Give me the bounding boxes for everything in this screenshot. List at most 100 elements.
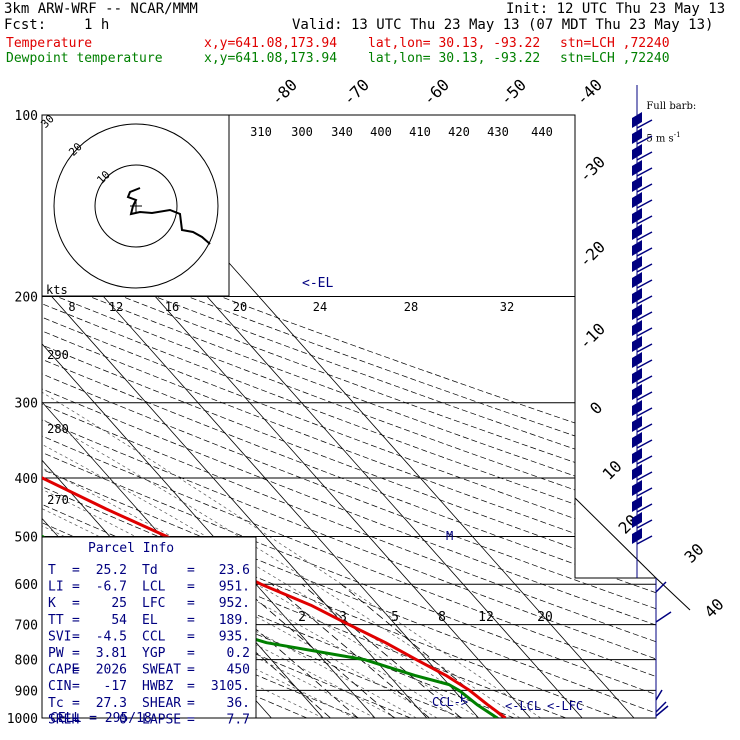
lfc-annotation: <-LFC: [547, 699, 583, 713]
low-wind-barb-1: [655, 611, 672, 623]
pressure-label-900: 900: [15, 684, 38, 699]
wind-barb-full: [636, 375, 653, 385]
temperature-legend-label: Temperature: [6, 36, 93, 51]
skew-edge-lower: [574, 497, 657, 579]
pressure-label-300: 300: [15, 397, 38, 412]
parcel-eq-left: =: [72, 679, 80, 694]
dry-adiabat-360: [42, 115, 656, 718]
dewpoint-legend-label: Dewpoint temperature: [6, 51, 163, 66]
parcel-value-right: 36.: [227, 696, 250, 711]
wind-barb-full: [636, 343, 653, 353]
wind-barb-full: [636, 407, 653, 417]
dry-adiabat-340: [42, 115, 656, 718]
parcel-key-left: TT: [48, 613, 64, 628]
parcel-eq-right: =: [187, 563, 195, 578]
parcel-value-left: 27.3: [96, 696, 127, 711]
wind-barb-pennant: [632, 368, 642, 384]
parcel-eq-right: =: [187, 712, 195, 727]
parcel-value-left: 0: [119, 712, 127, 727]
dry-adiabat-500: [42, 115, 656, 718]
parcel-key-left: K: [48, 596, 56, 611]
mixing-ratio-8: [271, 583, 430, 718]
mixing-ratio-label-5: 5: [391, 610, 399, 625]
barb-note-unit-exponent: -1: [673, 131, 681, 139]
parcel-value-right: 23.6: [219, 563, 250, 578]
theta-side-label-270: 270: [47, 493, 69, 507]
parcel-eq-left: =: [72, 613, 80, 628]
parcel-key-right: LCL: [142, 580, 166, 595]
wind-barb-pennant: [632, 448, 642, 464]
wind-barb-full: [636, 151, 653, 161]
theta-label-5: 420: [448, 125, 470, 139]
parcel-eq-right: =: [187, 613, 195, 628]
wind-barb-pennant: [632, 288, 642, 304]
wind-barb-pennant: [632, 176, 642, 192]
wind-barb-full: [636, 167, 653, 177]
parcel-eq-left: =: [72, 580, 80, 595]
barb-note-line1: Full barb:: [646, 101, 697, 112]
wind-barb-pennant: [632, 272, 642, 288]
isotherm--70: [0, 115, 12, 718]
wind-barb-pennant: [632, 208, 642, 224]
parcel-key-left: T: [48, 563, 56, 578]
wind-barb-full: [636, 311, 653, 321]
m-annotation: M: [446, 529, 453, 543]
wind-barb-full: [636, 327, 653, 337]
wind-barb-pennant: [632, 432, 642, 448]
wind-barb-pennant: [632, 528, 642, 544]
dry-adiabat-330: [42, 115, 656, 718]
theta-label-7: 440: [531, 125, 553, 139]
parcel-value-left: 25.2: [96, 563, 127, 578]
speed-scale-24: 24: [313, 300, 327, 314]
wind-barb-full: [636, 471, 653, 481]
wind-barb-full: [636, 455, 653, 465]
dry-adiabat-450: [42, 115, 656, 718]
wind-barb-full: [636, 135, 653, 145]
parcel-eq-left: =: [72, 712, 80, 727]
dry-adiabat-460: [42, 115, 656, 718]
isotherm-label--10: -10: [575, 319, 609, 353]
speed-scale-28: 28: [404, 300, 418, 314]
parcel-eq-left: =: [72, 596, 80, 611]
pressure-label-700: 700: [15, 619, 38, 634]
parcel-key-right: EL: [142, 613, 158, 628]
isotherm-label--40: -40: [572, 75, 606, 109]
parcel-eq-right: =: [187, 596, 195, 611]
hodo-ring-inner: [94, 164, 178, 248]
parcel-value-left: 3.81: [96, 646, 127, 661]
p-annotation: P: [460, 692, 467, 705]
dewpoint-legend-latlon: lat,lon= 30.13, -93.22: [368, 51, 541, 66]
dry-adiabat-270: [42, 115, 359, 718]
wind-barb-pennant: [632, 464, 642, 480]
skew-edge-upper: [655, 577, 691, 611]
isotherm-side-label-30: 30: [681, 540, 708, 567]
pressure-label-600: 600: [15, 578, 38, 593]
parcel-key-right: Td: [142, 563, 158, 578]
parcel-eq-right: =: [187, 629, 195, 644]
parcel-eq-left: =: [72, 646, 80, 661]
parcel-value-right: 7.7: [227, 712, 250, 727]
theta-side-label-280: 280: [47, 422, 69, 436]
wind-barb-full: [636, 439, 653, 449]
wind-barb-pennant: [632, 384, 642, 400]
forecast-hour: 1 h: [84, 17, 110, 33]
dry-adiabat-490: [42, 115, 656, 718]
wind-barb-pennant: [632, 480, 642, 496]
parcel-key-left: Tc: [48, 696, 64, 711]
pressure-label-1000: 1000: [7, 712, 38, 727]
parcel-key-right: SHEAR: [142, 696, 181, 711]
wind-barb-pennant: [632, 240, 642, 256]
theta-label-3: 400: [370, 125, 392, 139]
parcel-key-right: YGP: [142, 646, 166, 661]
wind-barb-pennant: [632, 256, 642, 272]
parcel-value-left: 25: [111, 596, 127, 611]
hodograph-trace: [126, 187, 211, 245]
isotherm-label--70: -70: [339, 75, 373, 109]
isotherm-side-label-40: 40: [701, 595, 728, 622]
parcel-eq-right: =: [187, 663, 195, 678]
parcel-key-left: SVI: [48, 629, 71, 644]
dry-adiabat-310: [42, 115, 567, 718]
parcel-key-right: CCL: [142, 629, 166, 644]
speed-scale-32: 32: [500, 300, 514, 314]
moist-adiabat-28: [42, 296, 521, 718]
